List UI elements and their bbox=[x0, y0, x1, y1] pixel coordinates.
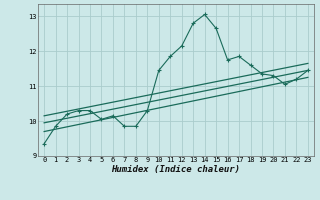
X-axis label: Humidex (Indice chaleur): Humidex (Indice chaleur) bbox=[111, 165, 241, 174]
